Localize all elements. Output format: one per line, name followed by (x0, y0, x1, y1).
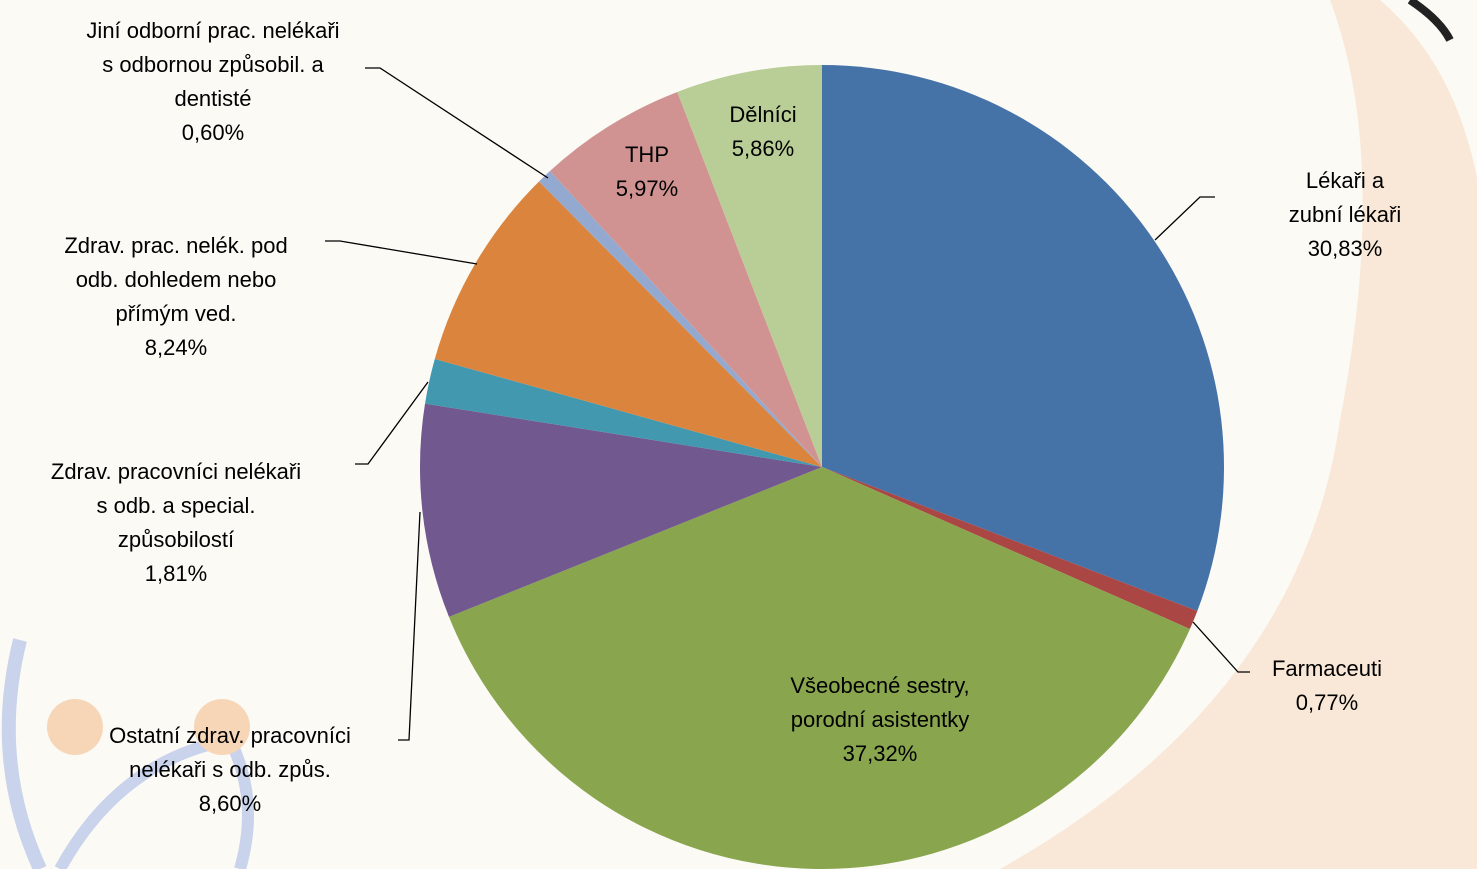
pie-slice (434, 181, 822, 467)
value-label: 1,81% (144, 561, 208, 586)
data-label: Dělníci 5,86% (729, 98, 796, 166)
value-label: 8,24% (144, 335, 208, 360)
data-label: Lékaři a zubní lékaři 30,83% (1279, 164, 1411, 266)
data-label: Ostatní zdrav. pracovníci nelékaři s odb… (109, 719, 351, 821)
data-label: Zdrav. pracovníci nelékaři s odb. a spec… (51, 455, 301, 591)
value-label: 37,32% (842, 741, 918, 766)
decor-glyph (1407, 0, 1454, 42)
category-label: Zdrav. pracovníci nelékaři s odb. a spec… (50, 459, 302, 552)
value-label: 8,60% (198, 791, 262, 816)
data-label: Všeobecné sestry, porodní asistentky 37,3… (790, 669, 969, 771)
decor-circle (47, 699, 103, 755)
pie-slice (822, 65, 1224, 611)
leader-line (398, 511, 421, 741)
leader-line (355, 381, 429, 465)
leader-line (1192, 621, 1250, 673)
decor-arc (1, 638, 47, 869)
leader-line (365, 67, 549, 179)
leader-line (325, 240, 478, 265)
value-label: 5,86% (731, 136, 795, 161)
category-label: Dělníci (729, 102, 797, 127)
pie-slice (549, 91, 822, 468)
value-label: 0,60% (181, 120, 245, 145)
category-label: Zdrav. prac. nelék. pod odb. dohledem ne… (64, 233, 288, 326)
category-label: Ostatní zdrav. pracovníci nelékaři s odb… (109, 723, 351, 782)
pie-slice (822, 467, 1198, 629)
category-label: Farmaceuti (1271, 656, 1383, 681)
category-label: Jiní odborní prac. nelékaři s odbornou z… (86, 18, 340, 111)
pie-slice (538, 171, 822, 467)
pie-slice (425, 358, 822, 467)
pie-slice (677, 65, 822, 467)
value-label: 0,77% (1295, 690, 1359, 715)
decor-arc (1000, 0, 1477, 869)
decor-circle (194, 699, 250, 755)
data-label: Farmaceuti 0,77% (1272, 652, 1382, 720)
data-label: Zdrav. prac. nelék. pod odb. dohledem ne… (64, 229, 287, 365)
pie-slice (448, 467, 1190, 869)
value-label: 30,83% (1307, 236, 1383, 261)
value-label: 5,97% (615, 176, 679, 201)
data-label: Jiní odborní prac. nelékaři s odbornou z… (86, 14, 339, 150)
pie-slice (419, 403, 822, 617)
category-label: THP (624, 142, 669, 167)
data-label: THP 5,97% (616, 138, 678, 206)
leader-line (1154, 196, 1215, 241)
category-label: Všeobecné sestry, porodní asistentky (790, 673, 970, 732)
category-label: Lékaři a zubní lékaři (1288, 168, 1402, 227)
